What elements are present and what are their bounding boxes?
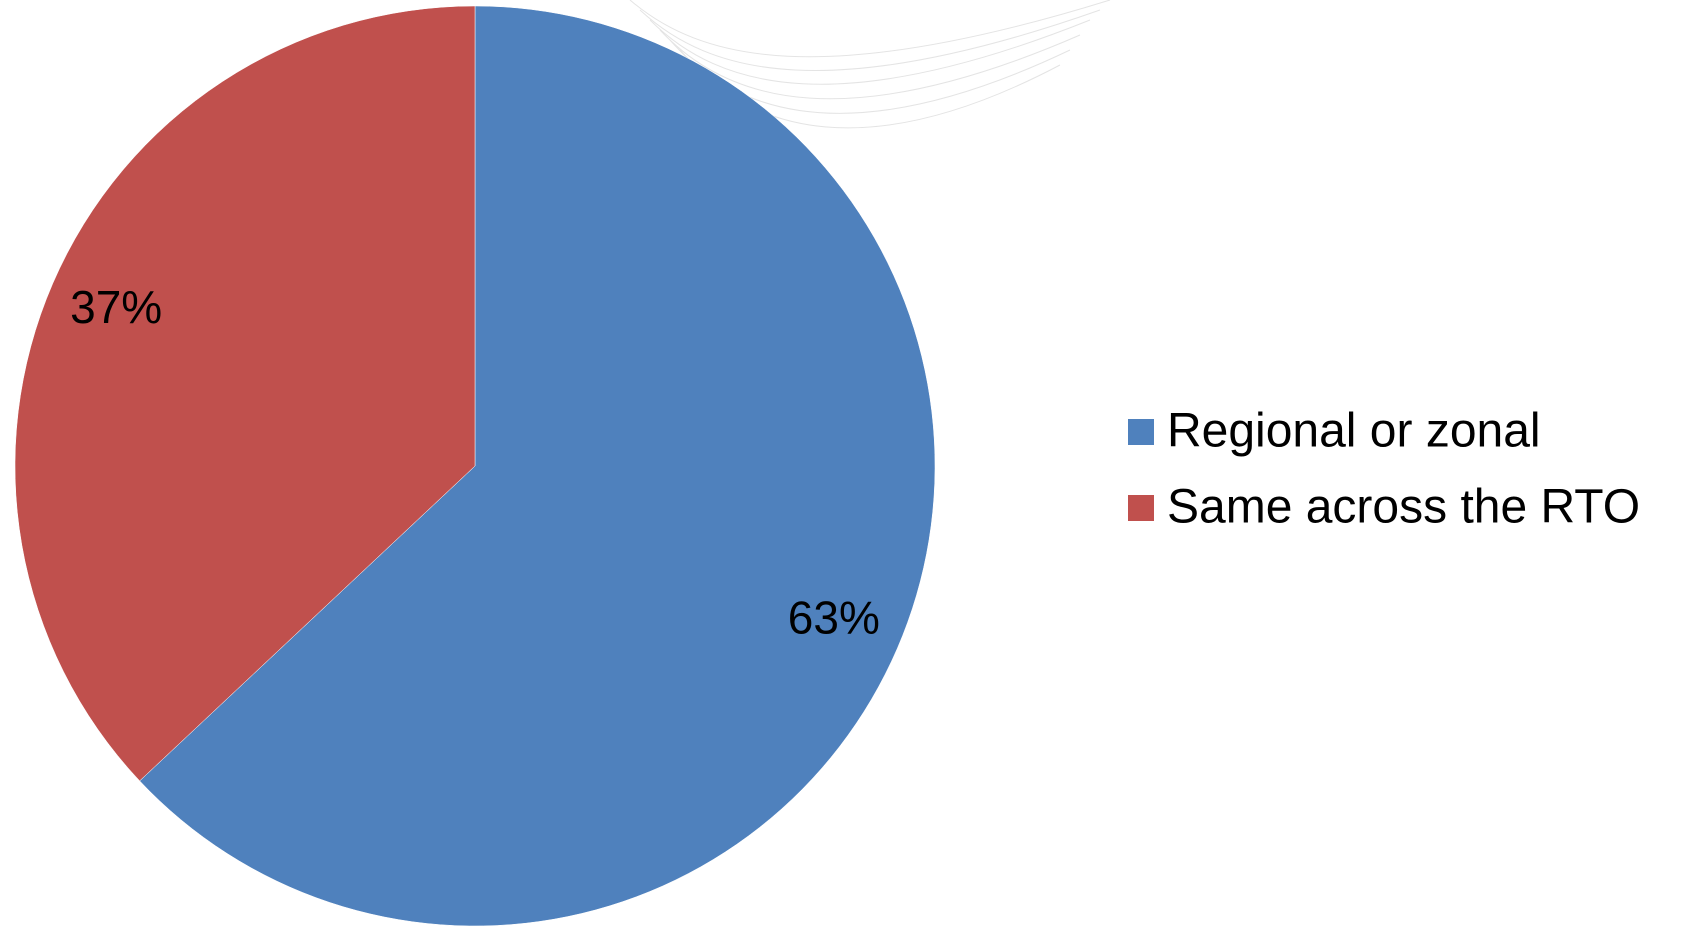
- legend-swatch: [1128, 495, 1154, 521]
- pie-slice: [139, 5, 936, 927]
- legend-label: Regional or zonal: [1167, 405, 1541, 458]
- pie-slice: [14, 5, 476, 782]
- legend-label: Same across the RTO: [1167, 481, 1640, 534]
- data-label: 63%: [788, 591, 880, 643]
- legend: Regional or zonal Same across the RTO: [1128, 405, 1640, 534]
- data-label: 37%: [70, 281, 162, 333]
- pie: 63% 37%: [14, 5, 936, 927]
- legend-swatch: [1128, 419, 1154, 445]
